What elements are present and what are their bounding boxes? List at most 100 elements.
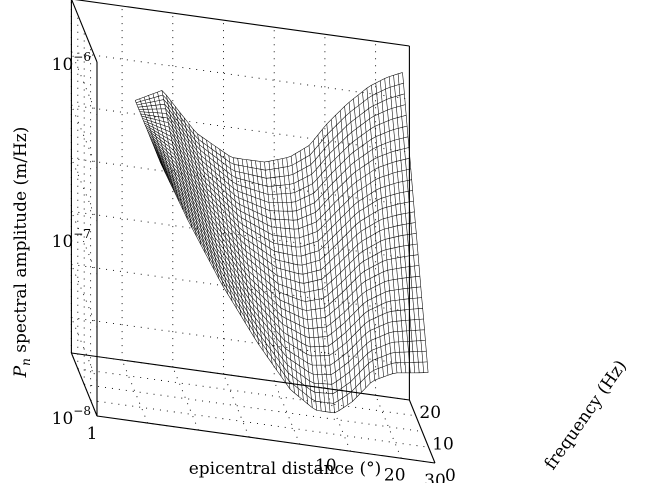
mesh-line-distance xyxy=(148,95,175,192)
grid-line xyxy=(70,105,98,169)
mesh-line-distance xyxy=(215,146,242,316)
mesh-line-distance xyxy=(299,150,326,412)
mesh-line-distance xyxy=(183,117,211,262)
grid-line xyxy=(273,381,301,445)
grid-line xyxy=(121,359,149,424)
grid-line xyxy=(223,373,250,438)
axes-box xyxy=(70,0,436,464)
x-axis-label: epicentral distance (°) xyxy=(189,459,382,479)
mesh-line-distance xyxy=(197,133,224,287)
surface-mesh xyxy=(134,72,429,414)
x-tick-label: 30 xyxy=(424,471,446,483)
y-axis-label: frequency (Hz) xyxy=(541,357,631,474)
mesh-line-frequency xyxy=(158,158,427,395)
mesh-line-distance xyxy=(170,100,197,237)
grid-line xyxy=(90,399,429,448)
mesh-line-distance xyxy=(380,80,407,373)
mesh-line-distance xyxy=(353,98,380,379)
z-tick-label: 10−8 xyxy=(52,404,91,429)
mesh-line-distance xyxy=(175,106,202,245)
y-tick-label: 0 xyxy=(445,466,456,483)
mesh-line-distance xyxy=(295,153,322,412)
mesh-line-frequency xyxy=(160,163,429,414)
grid-line xyxy=(71,51,410,100)
mesh-line-distance xyxy=(259,161,286,383)
mesh-line-distance xyxy=(134,100,162,164)
grid-layer xyxy=(70,0,436,464)
mesh-line-frequency xyxy=(156,154,425,375)
mesh-line-distance xyxy=(192,129,219,279)
mesh-line-distance xyxy=(362,91,389,376)
grid-line xyxy=(71,210,410,259)
grid-line xyxy=(70,158,98,222)
mesh-line-frequency xyxy=(154,147,422,348)
grid-line xyxy=(70,211,98,275)
mesh-line-distance xyxy=(330,119,358,398)
mesh-line-distance xyxy=(393,75,420,373)
mesh-line-frequency xyxy=(143,120,411,239)
mesh-line-distance xyxy=(366,88,393,374)
mesh-line-distance xyxy=(344,106,371,384)
axis-edge xyxy=(74,0,410,47)
mesh-line-frequency xyxy=(152,143,420,329)
z-axis-label: Pn spectral amplitude (m/Hz) xyxy=(11,127,33,379)
grid-line xyxy=(84,384,423,432)
mesh-line-distance xyxy=(241,158,268,358)
grid-line xyxy=(70,51,98,116)
mesh-line-distance xyxy=(139,98,166,173)
grid-line xyxy=(375,395,402,459)
mesh-line-distance xyxy=(339,110,367,388)
mesh-line-distance xyxy=(286,157,313,408)
mesh-line-frequency xyxy=(139,111,408,203)
mesh-line-distance xyxy=(188,123,215,271)
mesh-line-distance xyxy=(255,160,282,377)
grid-line xyxy=(71,317,410,366)
mesh-line-distance xyxy=(277,159,304,401)
mesh-line-distance xyxy=(237,158,264,352)
x-tick-label: 20 xyxy=(384,465,406,483)
axis-edge xyxy=(408,399,436,464)
mesh-line-distance xyxy=(157,92,184,211)
mesh-line-distance xyxy=(161,90,188,220)
z-tick-label: 10−7 xyxy=(52,227,91,252)
axis-edge xyxy=(71,352,410,401)
mesh-line-distance xyxy=(308,145,335,413)
axis-edge xyxy=(96,415,436,464)
grid-line xyxy=(172,366,199,431)
mesh-line-frequency xyxy=(149,136,418,302)
mesh-line-distance xyxy=(402,72,429,373)
grid-line xyxy=(70,317,98,381)
y-tick-label: 20 xyxy=(419,403,441,423)
mesh-line-distance xyxy=(246,159,273,364)
grid-line xyxy=(71,157,410,206)
grid-line xyxy=(77,368,416,417)
mesh-line-distance xyxy=(224,152,251,331)
mesh-line-distance xyxy=(206,140,233,302)
mesh-line-distance xyxy=(232,157,260,345)
mesh-line-distance xyxy=(357,95,384,377)
mesh-line-distance xyxy=(371,85,398,373)
axis-edge xyxy=(70,352,98,417)
mesh-line-distance xyxy=(317,134,344,408)
grid-line xyxy=(71,264,410,312)
mesh-line-distance xyxy=(264,161,291,390)
mesh-line-distance xyxy=(281,158,309,405)
mesh-line-distance xyxy=(290,156,317,411)
mesh-line-distance xyxy=(273,160,300,397)
tick-labels: 1 10 20 30 0 10 20 10−8 10−7 10−6 xyxy=(52,50,456,483)
mesh-line-distance xyxy=(322,129,349,405)
x-tick-label: 1 xyxy=(87,424,98,444)
mesh-line-distance xyxy=(268,161,295,394)
mesh-line-distance xyxy=(228,155,255,338)
mesh-line-distance xyxy=(375,82,402,373)
mesh-line-distance xyxy=(304,148,331,413)
mesh-line-distance xyxy=(143,97,170,183)
z-tick-label: 10−6 xyxy=(52,50,91,75)
mesh-line-distance xyxy=(152,93,179,201)
x-tick-label: 10 xyxy=(315,456,337,476)
grid-line xyxy=(70,264,98,328)
mesh-line-distance xyxy=(335,115,362,393)
y-tick-label: 10 xyxy=(432,435,454,455)
mesh-line-distance xyxy=(219,149,246,324)
